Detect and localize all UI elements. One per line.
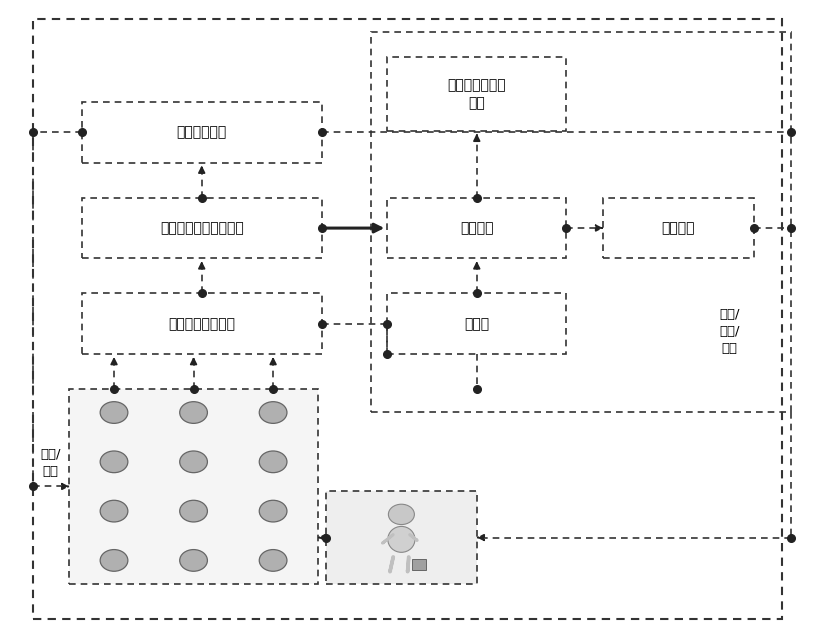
Circle shape: [180, 402, 208, 424]
Bar: [326, 491, 477, 584]
Circle shape: [180, 451, 208, 473]
Text: 短信/
邮件/
终端: 短信/ 邮件/ 终端: [719, 308, 740, 355]
Text: 电子围栏生成: 电子围栏生成: [177, 126, 227, 139]
Bar: [69, 389, 318, 584]
Circle shape: [259, 549, 287, 571]
Text: 钻孔/
装药: 钻孔/ 装药: [40, 447, 61, 478]
Bar: [371, 32, 791, 412]
Text: 数据记录与分析
单元: 数据记录与分析 单元: [447, 78, 506, 110]
Bar: [387, 57, 566, 131]
Circle shape: [180, 549, 208, 571]
Circle shape: [100, 402, 128, 424]
Circle shape: [259, 402, 287, 424]
Bar: [387, 198, 566, 258]
Circle shape: [100, 451, 128, 473]
Text: 最大安全距离预测单元: 最大安全距离预测单元: [160, 221, 244, 235]
Bar: [387, 293, 566, 354]
Bar: [82, 102, 322, 163]
Text: 初始速度预算单元: 初始速度预算单元: [168, 317, 236, 330]
Circle shape: [180, 500, 208, 522]
FancyArrowPatch shape: [408, 557, 409, 572]
Circle shape: [259, 500, 287, 522]
FancyArrowPatch shape: [382, 535, 394, 543]
Circle shape: [100, 500, 128, 522]
Bar: [603, 198, 754, 258]
Ellipse shape: [388, 526, 415, 553]
FancyArrowPatch shape: [410, 535, 417, 540]
Text: 传感器: 传感器: [465, 317, 489, 330]
Bar: [82, 198, 322, 258]
Text: 控制单元: 控制单元: [460, 221, 494, 235]
Bar: [82, 293, 322, 354]
Circle shape: [389, 504, 414, 524]
Bar: [412, 559, 425, 570]
FancyArrowPatch shape: [390, 557, 394, 572]
Circle shape: [259, 451, 287, 473]
Text: 警报单元: 警报单元: [662, 221, 695, 235]
Circle shape: [100, 549, 128, 571]
